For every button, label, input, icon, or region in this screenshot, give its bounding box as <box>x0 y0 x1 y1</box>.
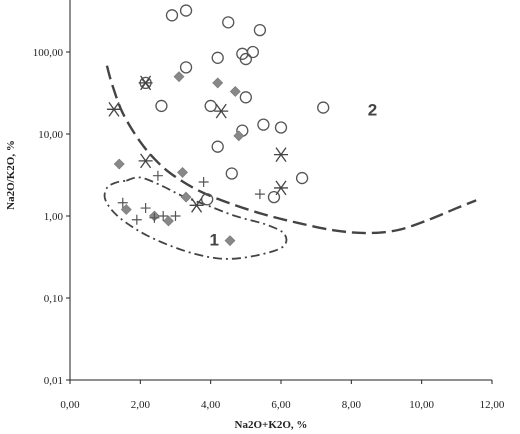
asterisk-marker <box>274 180 288 196</box>
circle-marker <box>225 167 238 180</box>
diamond-marker <box>163 215 174 227</box>
x-tick-label: 4,00 <box>201 399 221 411</box>
y-tick-label: 100,00 <box>33 47 64 59</box>
asterisk-marker <box>138 75 153 91</box>
circle-marker <box>295 171 309 185</box>
asterisk-marker <box>214 103 229 119</box>
diamond-marker <box>113 158 125 170</box>
circle-marker <box>239 91 252 104</box>
circle-marker <box>257 118 270 131</box>
plus-marker <box>149 212 160 223</box>
y-axis-title: Na2O/K2O, % <box>5 140 17 210</box>
plus-marker <box>198 176 209 187</box>
diamond-marker <box>229 86 241 97</box>
x-axis-title: Na2O+K2O, % <box>235 419 308 431</box>
plus-marker <box>254 189 265 200</box>
y-tick-label: 0,10 <box>44 293 64 305</box>
asterisk-marker <box>106 101 121 117</box>
y-tick-label: 0,01 <box>44 375 63 387</box>
x-tick-label: 8,00 <box>342 399 362 411</box>
boundary-curve-1 <box>103 176 288 260</box>
diamond-marker <box>180 191 192 203</box>
x-tick-label: 10,00 <box>409 399 434 411</box>
boundary-curves <box>103 65 477 260</box>
plus-marker <box>131 214 142 225</box>
circle-marker <box>222 16 235 29</box>
plus-marker <box>117 197 128 208</box>
circle-marker <box>155 99 168 113</box>
diamond-marker <box>173 71 185 83</box>
circle-marker <box>204 99 217 113</box>
circle-marker <box>274 121 288 134</box>
y-tick-label: 1,00 <box>44 211 64 223</box>
x-tick-label: 2,00 <box>131 399 151 411</box>
axes: 0,00 2,00 4,00 6,00 8,00 10,00 12,00 0,01 0,10 1,… <box>33 0 505 411</box>
circle-marker <box>317 101 330 114</box>
circle-marker <box>211 51 224 64</box>
plus-marker <box>170 211 181 221</box>
diamond-marker <box>120 204 132 215</box>
x-tick-label: 0,00 <box>60 399 80 411</box>
boundary-curve-2 <box>105 65 477 235</box>
asterisk-marker <box>189 197 204 213</box>
circle-marker <box>211 140 224 153</box>
plus-marker <box>152 170 163 181</box>
data-points <box>106 4 330 247</box>
circle-marker <box>239 52 252 66</box>
circle-marker <box>253 23 267 37</box>
diamond-marker <box>233 130 245 142</box>
circle-marker <box>179 4 193 17</box>
diamond-marker <box>224 235 236 247</box>
circle-marker <box>267 190 281 204</box>
circle-marker <box>246 45 260 59</box>
region-label: 1 <box>209 230 218 249</box>
y-tick-label: 10,00 <box>38 129 63 141</box>
circle-marker <box>179 61 193 74</box>
asterisk-marker <box>274 147 288 163</box>
diamond-marker <box>212 77 224 89</box>
chart-labels: Na2O+K2O, % Na2O/K2O, % 1 2 <box>5 100 377 431</box>
circle-marker <box>165 9 179 22</box>
plus-marker <box>140 203 151 214</box>
x-tick-label: 6,00 <box>271 399 291 411</box>
x-tick-label: 12,00 <box>480 399 505 411</box>
diamond-marker <box>177 166 188 178</box>
asterisk-marker <box>138 153 153 169</box>
plus-marker <box>158 211 169 221</box>
region-label: 2 <box>368 100 377 119</box>
